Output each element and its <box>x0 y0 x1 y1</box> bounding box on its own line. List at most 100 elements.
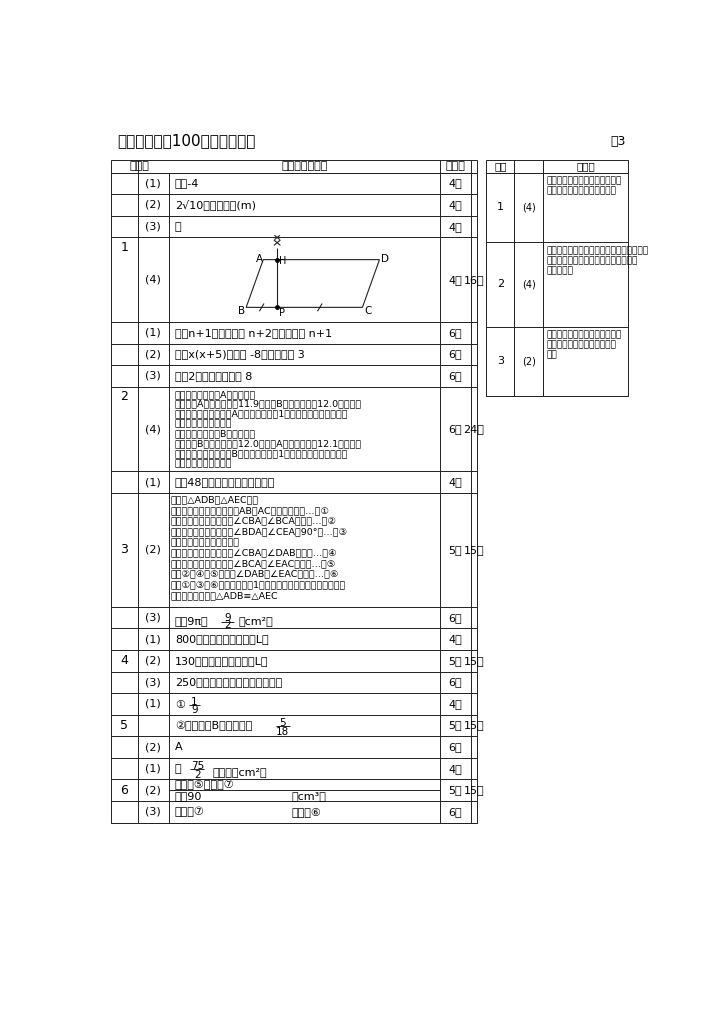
Text: 250　　　　　　　　（時間後）: 250 （時間後） <box>175 677 282 687</box>
Text: A: A <box>255 254 262 264</box>
Text: 6点: 6点 <box>449 613 462 622</box>
Text: 選手である。: 選手である。 <box>175 459 232 468</box>
Text: イ　面⑤，　面⑦: イ 面⑤， 面⑦ <box>175 780 234 790</box>
Text: 4点: 4点 <box>449 221 462 231</box>
Text: (2): (2) <box>146 200 161 210</box>
Text: 6: 6 <box>120 784 128 797</box>
Text: 令3: 令3 <box>611 135 626 147</box>
Text: B: B <box>239 307 245 317</box>
Text: 18: 18 <box>276 727 289 737</box>
Text: 4: 4 <box>120 655 128 667</box>
Text: 備　考: 備 考 <box>576 161 595 172</box>
Text: 理由　Aさんの最頻値11.9秒は，Bさんの最頻値12.0秒よりも: 理由 Aさんの最頻値11.9秒は，Bさんの最頻値12.0秒よりも <box>175 400 362 409</box>
Text: ア: ア <box>175 764 181 774</box>
Text: (3): (3) <box>146 677 161 687</box>
Text: 1: 1 <box>120 241 128 254</box>
Text: ∠CBA＝∠BCA　　　…　②: ∠CBA＝∠BCA … ② <box>171 517 337 526</box>
Text: 9: 9 <box>224 613 231 623</box>
Text: 理由　Bさんの中央値12.0秒は，Aさんの中央値12.1秒よりも: 理由 Bさんの中央値12.0秒は，Aさんの中央値12.1秒よりも <box>175 439 362 449</box>
Text: 4点: 4点 <box>449 763 462 773</box>
Text: 4点: 4点 <box>449 275 462 284</box>
Text: ア　-4: ア -4 <box>175 179 199 189</box>
Text: 6点: 6点 <box>449 349 462 359</box>
Text: 15点: 15点 <box>464 786 485 795</box>
Text: 問題: 問題 <box>494 161 507 172</box>
Text: 3: 3 <box>120 543 128 556</box>
Text: 4点: 4点 <box>449 200 462 210</box>
Text: 24点: 24点 <box>464 424 485 434</box>
Text: ア　48　　　　　　　　（度）: ア 48 （度） <box>175 477 275 487</box>
Text: 標　準　解　答: 標 準 解 答 <box>281 161 328 172</box>
Text: 130　　　　　　　　（L）: 130 （L） <box>175 656 268 666</box>
Text: 2: 2 <box>120 390 128 403</box>
Text: 6点: 6点 <box>449 328 462 338</box>
Text: ウ　9π＋: ウ 9π＋ <box>175 616 209 626</box>
Text: D: D <box>381 254 389 264</box>
Text: い。: い。 <box>546 350 557 359</box>
Text: ∠BCA＝∠EAC　　　…　⑤: ∠BCA＝∠EAC … ⑤ <box>171 559 336 568</box>
Text: （cm³）: （cm³） <box>291 791 326 801</box>
Text: (3): (3) <box>146 370 161 381</box>
Bar <box>110 173 477 822</box>
Text: A: A <box>175 742 183 752</box>
Text: 4点: 4点 <box>449 699 462 708</box>
Text: ∠CBA＝∠DAB　　　…　④: ∠CBA＝∠DAB … ④ <box>171 548 338 557</box>
Text: 6点: 6点 <box>449 370 462 381</box>
Text: 2: 2 <box>194 769 201 780</box>
Text: 配　点: 配 点 <box>445 161 465 172</box>
Text: (4): (4) <box>146 424 161 434</box>
Text: 2√10　　　　　(m): 2√10 (m) <box>175 200 256 210</box>
Text: ・証明の仕方が異なっていても: ・証明の仕方が異なっていても <box>546 331 622 340</box>
Bar <box>110 159 477 173</box>
Text: (2): (2) <box>146 349 161 359</box>
Text: ①: ① <box>175 699 185 709</box>
Text: （cm²）: （cm²） <box>212 766 267 776</box>
Text: ウ　90: ウ 90 <box>175 791 202 801</box>
Text: 4点: 4点 <box>449 634 462 645</box>
Text: 6点: 6点 <box>449 677 462 687</box>
Text: 4点: 4点 <box>449 179 462 189</box>
Text: なので，　　△ADB≡△AEC: なので， △ADB≡△AEC <box>171 591 279 600</box>
Text: (2): (2) <box>146 656 161 666</box>
Text: (1): (1) <box>146 477 161 487</box>
Text: (3): (3) <box>146 613 161 622</box>
Text: （cm²）: （cm²） <box>239 616 273 626</box>
Text: (1): (1) <box>146 634 161 645</box>
Text: ウ: ウ <box>175 221 181 231</box>
Text: 2: 2 <box>497 279 504 289</box>
Text: ②　記号　B　　　確率: ② 記号 B 確率 <box>175 721 252 732</box>
Text: (4): (4) <box>146 275 161 284</box>
Text: 5: 5 <box>120 719 128 732</box>
Text: (1): (1) <box>146 699 161 708</box>
Text: 15点: 15点 <box>464 545 485 555</box>
Text: 5点: 5点 <box>449 721 462 731</box>
Text: 選手である。: 選手である。 <box>175 419 232 428</box>
Text: 5点: 5点 <box>449 545 462 555</box>
Text: 9: 9 <box>191 705 198 716</box>
Text: 小さいので，Aさんの方が次の1回でより速く走れそうな: 小さいので，Aさんの方が次の1回でより速く走れそうな <box>175 410 348 418</box>
Text: 5: 5 <box>280 719 286 728</box>
Text: 75: 75 <box>191 761 204 771</box>
Text: 4点: 4点 <box>449 477 462 487</box>
Text: H: H <box>279 256 286 266</box>
Text: 小さいので，Bさんの方が次の1回でより速く走れそうな: 小さいので，Bさんの方が次の1回でより速く走れそうな <box>175 449 348 458</box>
Text: (2): (2) <box>146 742 161 752</box>
Text: (2): (2) <box>522 356 536 366</box>
Text: ∠BDA＝∠CEA＝90°　…　③: ∠BDA＝∠CEA＝90° … ③ <box>171 527 348 536</box>
Text: イ　△ADBと△AECで，: イ △ADBと△AECで， <box>171 495 259 504</box>
Text: 6点: 6点 <box>449 807 462 817</box>
Text: 1: 1 <box>191 696 198 706</box>
Text: 数　学（満点100点）標準解答: 数 学（満点100点）標準解答 <box>117 134 255 148</box>
Text: 問　題: 問 題 <box>130 161 150 172</box>
Text: ・中央値または最頻値の値が示されており: ・中央値または最頻値の値が示されており <box>546 246 648 255</box>
Text: (3): (3) <box>146 807 161 817</box>
Text: (3): (3) <box>146 221 161 231</box>
Text: 仮定から，　　　　AB＝AC　　　　　　…　①: 仮定から， AB＝AC … ① <box>171 506 330 515</box>
Text: 800　　　　　　　　（L）: 800 （L） <box>175 634 268 645</box>
Text: ②，④，⑤から，∠DAB＝∠EAC　　　…　⑥: ②，④，⑤から，∠DAB＝∠EAC … ⑥ <box>171 569 339 579</box>
Text: 3: 3 <box>497 356 504 366</box>
Bar <box>486 159 628 173</box>
Text: ，論理的に正しければよい。: ，論理的に正しければよい。 <box>546 187 616 196</box>
Text: ア　n+1　　　　イ n+2　　　　ウ n+1: ア n+1 イ n+2 ウ n+1 <box>175 328 332 338</box>
Text: オ　面⑥: オ 面⑥ <box>291 807 321 817</box>
